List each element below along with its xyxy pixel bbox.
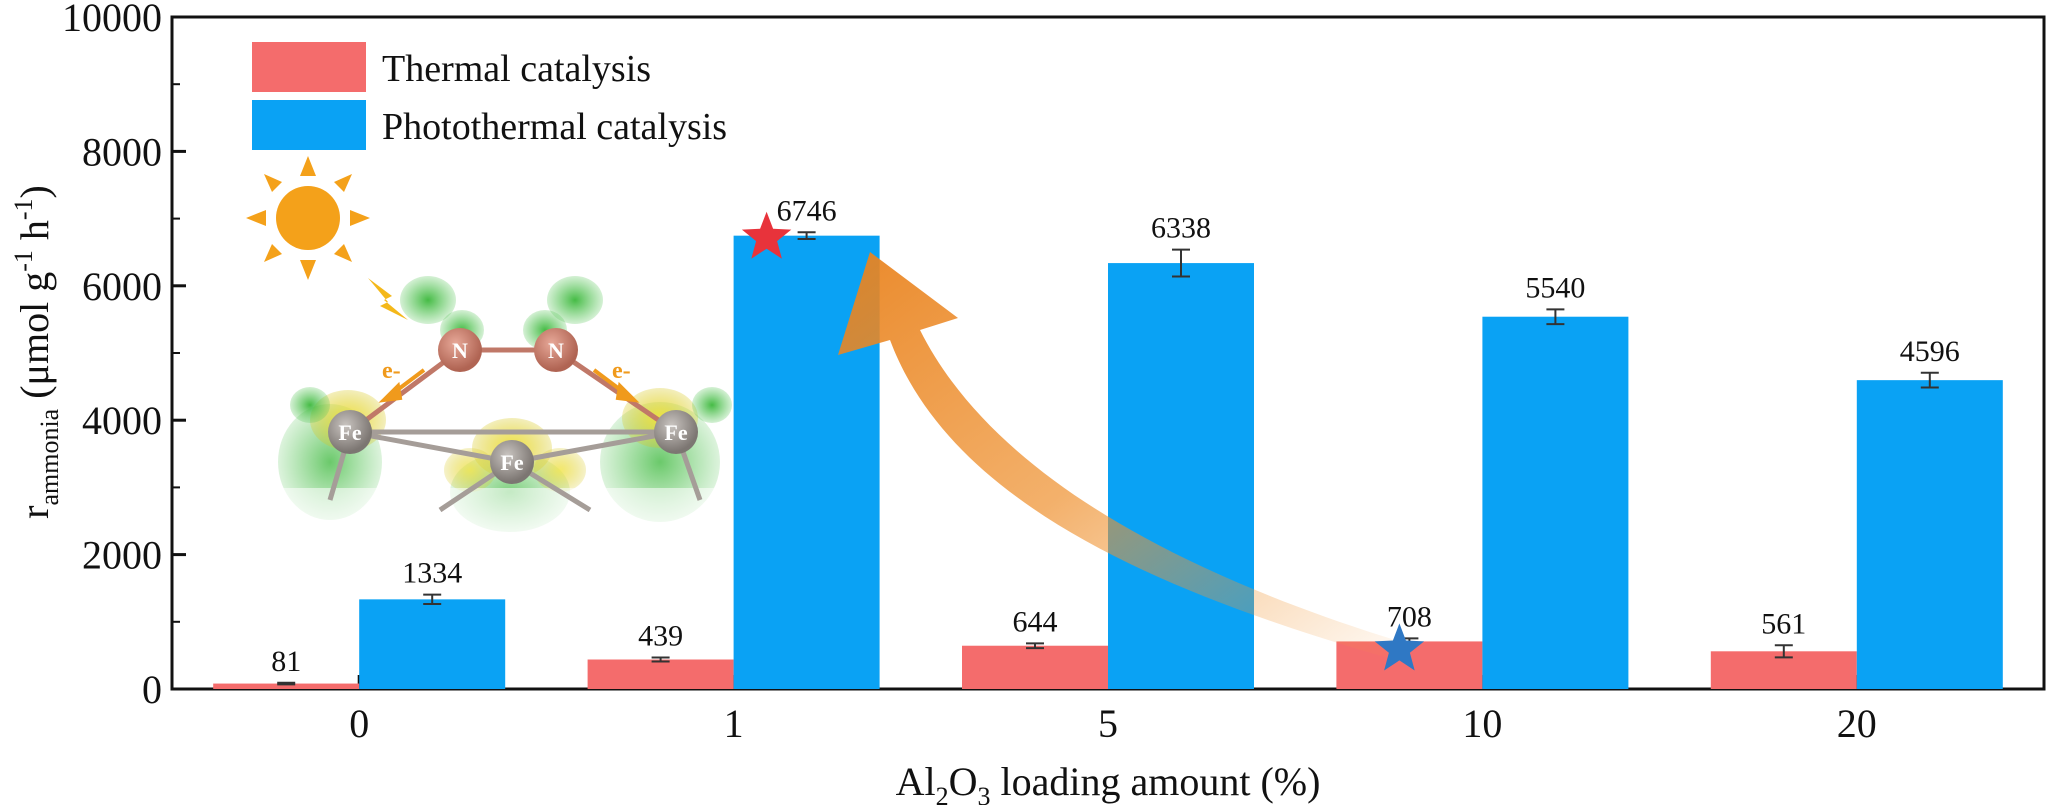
atom-label-fe: Fe [500,450,523,475]
star-marker-ref [1374,623,1425,671]
star-marker-best [741,211,792,259]
legend: Thermal catalysis Photothermal catalysis [252,42,727,150]
x-tick-label: 10 [1462,701,1502,746]
data-label-photothermal: 6746 [777,194,837,227]
y-tick-label: 2000 [82,533,162,578]
x-tick-label: 1 [724,701,744,746]
data-label-thermal: 439 [638,619,683,652]
x-axis-title: Al2O3 loading amount (%) [896,759,1321,805]
electron-label-left: e- [382,358,401,384]
data-label-thermal: 81 [271,645,301,678]
y-tick-label: 4000 [82,398,162,443]
bars-layer: 81 1334 439 6746 644 6338 708 5540 561 4596 [213,194,2003,689]
bar-photothermal [359,599,506,689]
legend-swatch-thermal [252,42,366,92]
data-label-photothermal: 6338 [1151,212,1211,245]
y-tick-label: 0 [142,667,162,712]
legend-label-photothermal: Photothermal catalysis [382,106,727,148]
bar-thermal [587,659,734,689]
bar-photothermal [1856,380,2003,689]
atom-label-fe: Fe [338,420,361,445]
stars-layer [741,211,1425,671]
bar-thermal [213,683,360,689]
x-tick-label: 0 [349,701,369,746]
atom-label-fe: Fe [664,420,687,445]
data-label-photothermal: 4596 [1900,335,1960,368]
inset-illustration: e- e- N N Fe Fe Fe [246,156,732,534]
data-label-photothermal: 1334 [402,557,462,590]
electron-arrows [378,368,640,403]
iron-atom [328,410,372,454]
bar-thermal [962,645,1108,689]
bar-photothermal [1108,263,1254,689]
y-tick-label: 6000 [82,264,162,309]
y-axis-title: rammonia (μmol g-1 h-1) [9,185,64,519]
nitrogen-atom [438,328,482,372]
curved-arrow [838,252,1395,660]
nitrogen-atom [534,328,578,372]
y-axis: 0 2000 4000 6000 8000 10000 [62,0,186,712]
y-tick-label: 8000 [82,129,162,174]
data-label-thermal: 561 [1761,607,1806,640]
iron-atom [654,410,698,454]
iron-atom [490,440,534,484]
x-tick-label: 5 [1098,701,1118,746]
legend-swatch-photothermal [252,100,366,150]
bar-photothermal [1482,316,1629,689]
data-label-thermal: 644 [1013,605,1058,638]
x-tick-label: 20 [1837,701,1877,746]
atom-label-n: N [548,338,564,363]
atom-label-n: N [452,338,468,363]
sun-icon [246,156,370,280]
electron-label-right: e- [612,358,631,384]
lightning-icon [368,278,408,320]
legend-label-thermal: Thermal catalysis [382,48,651,90]
y-tick-label: 10000 [62,0,162,40]
electron-density [278,276,732,534]
data-label-photothermal: 5540 [1525,271,1585,304]
data-label-thermal: 708 [1387,600,1432,633]
